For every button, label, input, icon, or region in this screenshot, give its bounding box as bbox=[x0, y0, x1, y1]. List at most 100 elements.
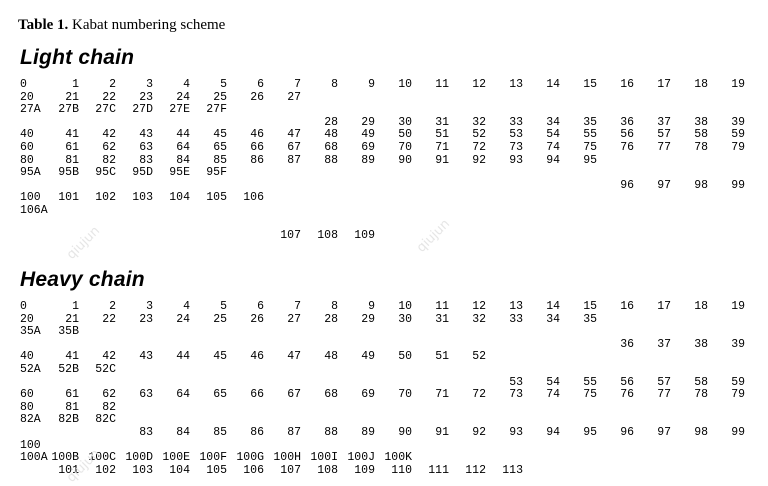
kabat-number: 78 bbox=[694, 141, 708, 154]
kabat-number: 28 bbox=[324, 312, 338, 326]
kabat-number: 54 bbox=[546, 375, 560, 389]
kabat-number: 100 bbox=[20, 191, 41, 205]
kabat-number: 28 bbox=[324, 115, 338, 129]
kabat-number: 14 bbox=[546, 300, 560, 313]
kabat-number: 103 bbox=[132, 463, 153, 477]
kabat-number: 7 bbox=[294, 300, 301, 313]
kabat-number: 42 bbox=[102, 128, 116, 142]
kabat-number: 88 bbox=[324, 426, 338, 439]
kabat-number: 90 bbox=[398, 153, 412, 167]
kabat-number: 66 bbox=[250, 141, 264, 154]
kabat-number: 31 bbox=[435, 312, 449, 326]
kabat-number: 95A bbox=[20, 166, 41, 180]
kabat-number: 29 bbox=[361, 312, 375, 326]
kabat-number: 73 bbox=[509, 388, 523, 402]
kabat-number: 106A bbox=[20, 204, 48, 217]
table-caption: Table 1. Kabat numbering scheme bbox=[18, 17, 225, 34]
kabat-number: 77 bbox=[657, 388, 671, 402]
kabat-number: 87 bbox=[287, 426, 301, 439]
kabat-number: 68 bbox=[324, 141, 338, 154]
kabat-number: 49 bbox=[361, 128, 375, 142]
kabat-number: 58 bbox=[694, 375, 708, 389]
kabat-number: 3 bbox=[146, 78, 153, 91]
kabat-number: 13 bbox=[509, 300, 523, 313]
kabat-number: 27 bbox=[287, 312, 301, 326]
kabat-number: 86 bbox=[250, 426, 264, 439]
kabat-number: 100C bbox=[88, 451, 116, 465]
kabat-number: 80 bbox=[20, 153, 34, 167]
kabat-number: 55 bbox=[583, 128, 597, 142]
kabat-number: 5 bbox=[220, 300, 227, 313]
kabat-number: 96 bbox=[620, 178, 634, 192]
kabat-number: 62 bbox=[102, 388, 116, 402]
kabat-number: 63 bbox=[139, 388, 153, 402]
kabat-number: 111 bbox=[428, 463, 449, 477]
kabat-number: 93 bbox=[509, 153, 523, 167]
kabat-number: 55 bbox=[583, 375, 597, 389]
kabat-number: 95F bbox=[206, 166, 227, 180]
kabat-number: 4 bbox=[183, 78, 190, 91]
kabat-number: 64 bbox=[176, 141, 190, 154]
kabat-number: 74 bbox=[546, 388, 560, 402]
kabat-number: 76 bbox=[620, 141, 634, 154]
kabat-number: 11 bbox=[435, 300, 449, 313]
kabat-number: 109 bbox=[354, 463, 375, 477]
kabat-number: 42 bbox=[102, 350, 116, 364]
kabat-number: 26 bbox=[250, 90, 264, 104]
kabat-number: 52C bbox=[95, 363, 116, 376]
kabat-number: 95E bbox=[169, 166, 190, 180]
kabat-number: 15 bbox=[583, 78, 597, 91]
watermark: qiujun bbox=[64, 223, 104, 263]
kabat-number: 52B bbox=[58, 363, 79, 376]
light-chain-heading: Light chain bbox=[20, 46, 135, 69]
kabat-number: 57 bbox=[657, 128, 671, 142]
kabat-number: 23 bbox=[139, 90, 153, 104]
kabat-number: 100D bbox=[125, 451, 153, 465]
kabat-number: 50 bbox=[398, 128, 412, 142]
kabat-number: 50 bbox=[398, 350, 412, 364]
kabat-number: 75 bbox=[583, 141, 597, 154]
kabat-number: 4 bbox=[183, 300, 190, 313]
kabat-number: 12 bbox=[472, 78, 486, 91]
kabat-number: 27 bbox=[287, 90, 301, 104]
kabat-number: 62 bbox=[102, 141, 116, 154]
kabat-number: 30 bbox=[398, 115, 412, 129]
kabat-number: 45 bbox=[213, 350, 227, 364]
kabat-number: 21 bbox=[65, 90, 79, 104]
kabat-number: 22 bbox=[102, 312, 116, 326]
kabat-number: 77 bbox=[657, 141, 671, 154]
kabat-number: 101 bbox=[58, 191, 79, 205]
kabat-number: 75 bbox=[583, 388, 597, 402]
kabat-number: 40 bbox=[20, 350, 34, 364]
kabat-number: 100E bbox=[162, 451, 190, 465]
kabat-number: 52A bbox=[20, 363, 41, 376]
kabat-number: 20 bbox=[20, 312, 34, 326]
kabat-number: 86 bbox=[250, 153, 264, 167]
kabat-number: 108 bbox=[317, 463, 338, 477]
table-caption-text: Kabat numbering scheme bbox=[72, 17, 226, 33]
kabat-number: 81 bbox=[65, 153, 79, 167]
kabat-number: 1 bbox=[72, 78, 79, 91]
kabat-number: 102 bbox=[95, 463, 116, 477]
kabat-number: 82C bbox=[95, 413, 116, 427]
kabat-number: 10 bbox=[398, 78, 412, 91]
kabat-number: 63 bbox=[139, 141, 153, 154]
kabat-number: 65 bbox=[213, 141, 227, 154]
kabat-number: 107 bbox=[280, 229, 301, 243]
kabat-number: 69 bbox=[361, 388, 375, 402]
kabat-number: 9 bbox=[368, 78, 375, 91]
kabat-number: 98 bbox=[694, 178, 708, 192]
kabat-number: 113 bbox=[502, 463, 523, 477]
kabat-number: 108 bbox=[317, 229, 338, 243]
kabat-number: 49 bbox=[361, 350, 375, 364]
kabat-number: 31 bbox=[435, 115, 449, 129]
kabat-number: 27A bbox=[20, 103, 41, 117]
kabat-number: 16 bbox=[620, 300, 634, 313]
kabat-number: 71 bbox=[435, 388, 449, 402]
kabat-number: 16 bbox=[620, 78, 634, 91]
kabat-number: 100K bbox=[384, 451, 412, 465]
kabat-number: 105 bbox=[206, 191, 227, 205]
kabat-number: 45 bbox=[213, 128, 227, 142]
kabat-number: 82 bbox=[102, 153, 116, 167]
kabat-number: 33 bbox=[509, 115, 523, 129]
